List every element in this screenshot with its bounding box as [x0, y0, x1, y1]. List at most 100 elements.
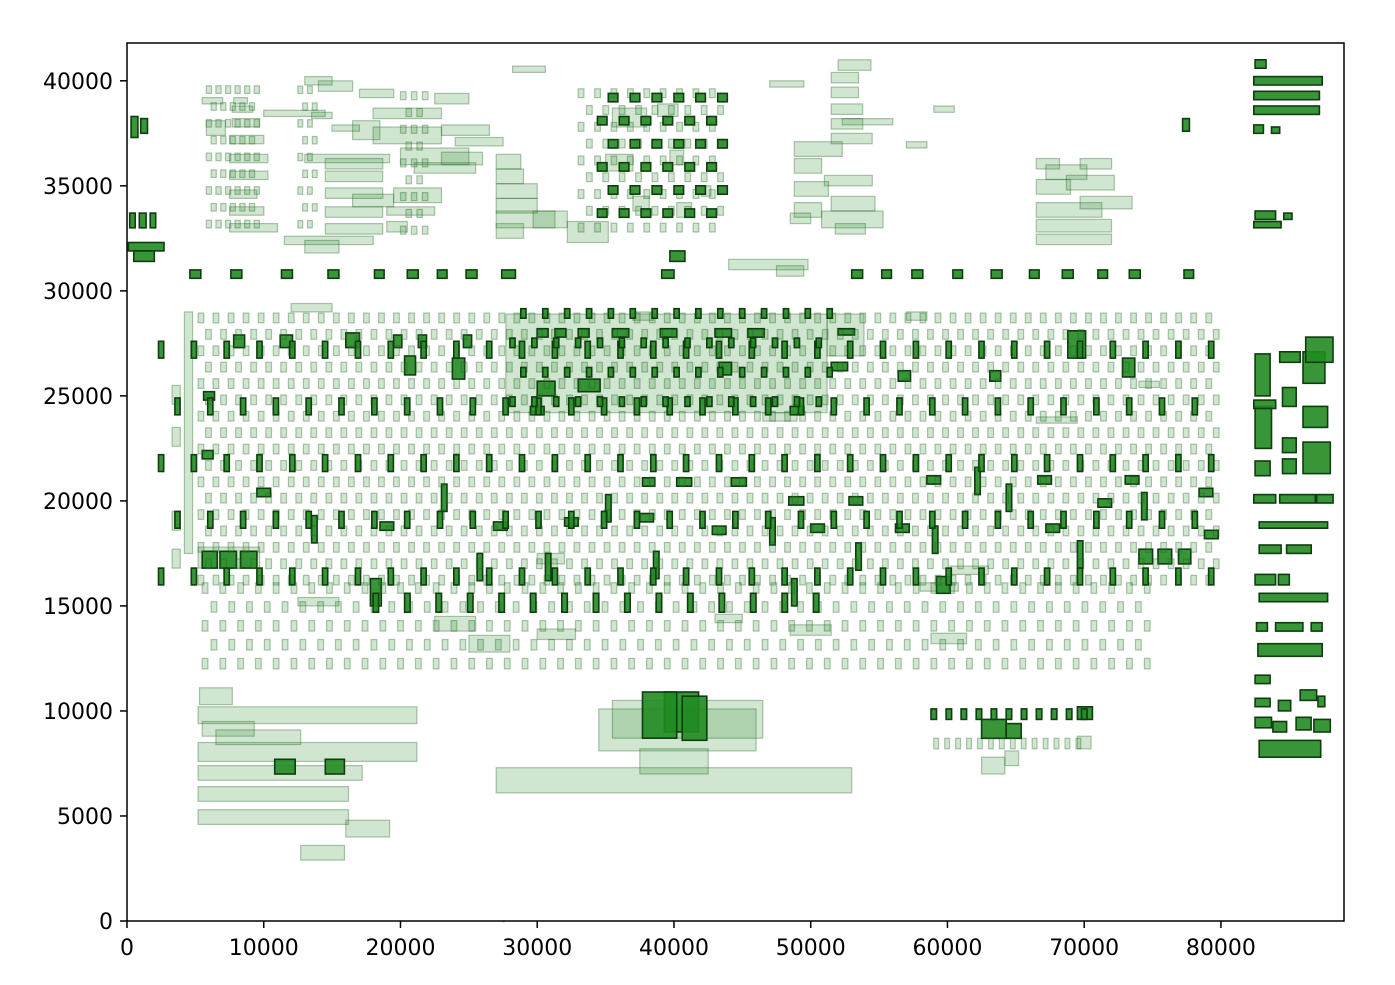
data-rect-438: [573, 541, 581, 553]
data-rect-1719: [220, 169, 227, 179]
data-rect-1436: [254, 657, 262, 670]
data-rect-155: [1254, 58, 1267, 69]
data-rect-782: [641, 460, 649, 471]
data-rect-181: [1285, 544, 1312, 555]
data-rect-773: [505, 460, 513, 471]
data-rect-979: [528, 410, 536, 422]
data-rect-1042: [460, 394, 468, 406]
data-rect-459: [889, 541, 897, 553]
data-rect-1291: [1130, 345, 1137, 357]
data-rect-1428: [1145, 312, 1152, 324]
data-rect-169: [1302, 405, 1329, 429]
data-rect-1094: [212, 378, 220, 390]
data-rect-2067: [563, 366, 571, 378]
data-rect-947: [1077, 427, 1085, 439]
data-rect-226: [1036, 474, 1053, 485]
data-rect-837: [438, 443, 446, 455]
data-rect-535: [1017, 525, 1025, 537]
data-rect-2071: [651, 366, 659, 378]
data-rect-588: [784, 509, 792, 521]
data-rect-1967: [649, 453, 657, 473]
data-rect-239: [837, 327, 856, 336]
data-rect-696: [363, 476, 370, 488]
data-rect-1487: [210, 638, 218, 651]
data-rect-1280: [964, 345, 972, 357]
data-rect-546: [1182, 525, 1190, 537]
data-rect-1353: [1047, 328, 1055, 340]
data-rect-943: [1017, 427, 1025, 439]
data-rect-1825: [684, 172, 692, 183]
data-rect-1913: [1010, 567, 1018, 586]
data-rect-1031: [295, 394, 303, 406]
data-rect-252: [256, 487, 272, 498]
data-rect-451: [769, 541, 777, 553]
data-rect-1909: [879, 567, 887, 586]
data-rect-863: [829, 443, 837, 455]
data-rect-506: [581, 525, 589, 537]
data-rect-1654: [326, 582, 333, 594]
data-rect-1635: [939, 601, 947, 613]
data-rect-447: [708, 541, 716, 553]
data-rect-1324: [611, 328, 619, 340]
data-rect-2097: [563, 307, 571, 320]
data-rect-220: [675, 476, 693, 487]
data-rect-704: [483, 476, 491, 488]
data-rect-221: [641, 476, 656, 487]
data-rect-1669: [592, 582, 600, 594]
data-rect-2160: [596, 115, 608, 126]
data-rect-977: [498, 410, 506, 422]
data-rect-1122: [633, 378, 641, 390]
data-rect-201: [239, 550, 258, 569]
data-rect-1756: [306, 186, 313, 195]
data-rect-360: [430, 558, 438, 570]
data-rect-1718: [210, 169, 217, 179]
data-rect-108: [413, 162, 477, 174]
data-rect-1138: [874, 378, 882, 390]
data-rect-1141: [919, 378, 927, 390]
data-rect-1945: [994, 510, 1002, 529]
data-rect-2022: [321, 340, 329, 359]
data-rect-38: [762, 412, 798, 422]
data-rect-129: [138, 212, 147, 229]
data-rect-1399: [708, 312, 716, 324]
data-rect-2044: [1043, 340, 1051, 359]
data-rect-2085: [618, 337, 626, 349]
data-rect-1511: [637, 638, 645, 651]
data-rect-1924: [305, 510, 313, 529]
data-rect-359: [415, 558, 423, 570]
data-rect-156: [1253, 75, 1324, 86]
data-rect-260: [604, 493, 612, 523]
data-rect-1516: [725, 638, 733, 651]
data-rect-12: [639, 748, 709, 775]
data-rect-1551: [397, 619, 405, 632]
data-rect-814: [1122, 460, 1130, 471]
data-rect-410: [1182, 558, 1190, 570]
data-rect-1818: [708, 189, 716, 200]
data-rect-667: [957, 492, 965, 504]
data-rect-1290: [1114, 345, 1122, 357]
data-rect-1736: [224, 118, 232, 128]
data-rect-432: [483, 541, 491, 553]
data-rect-1950: [1158, 510, 1166, 529]
data-rect-2051: [530, 396, 538, 408]
data-rect-1220: [1092, 361, 1100, 373]
data-rect-1653: [308, 582, 316, 594]
data-rect-1374: [332, 312, 340, 324]
data-rect-532: [972, 525, 980, 537]
data-rect-1573: [788, 619, 796, 632]
data-rect-353: [325, 558, 333, 570]
data-rect-2109: [826, 307, 834, 320]
data-rect-1177: [445, 361, 453, 373]
data-rect-929: [806, 427, 814, 439]
data-rect-1623: [725, 601, 733, 613]
data-rect-323: [889, 574, 897, 586]
data-rect-2131: [1020, 708, 1028, 721]
data-rect-1814: [643, 189, 651, 200]
y-tick-label: 5000: [57, 805, 113, 830]
data-rect-1222: [1122, 361, 1130, 373]
data-rect-2170: [694, 92, 707, 103]
data-rect-1216: [1032, 361, 1040, 373]
data-rect-2152: [684, 161, 696, 172]
data-rect-641: [565, 492, 573, 504]
